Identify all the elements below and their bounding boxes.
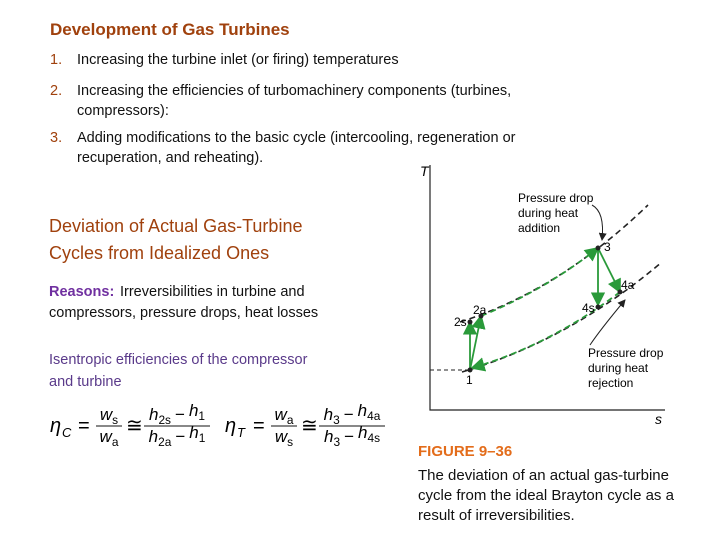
- symbol: −: [175, 405, 185, 424]
- point-label: 2a: [473, 303, 487, 317]
- subscript: s: [112, 413, 118, 427]
- symbol: −: [344, 405, 354, 424]
- list-text: Adding modifications to the basic cycle …: [77, 130, 516, 146]
- formula-eq: =: [253, 415, 265, 437]
- section-title: Cycles from Idealized Ones: [49, 243, 270, 263]
- formula-part: h2s − h1: [149, 401, 205, 427]
- symbol: w: [100, 405, 114, 424]
- figure-label: during heat: [588, 361, 649, 375]
- formula-approx: ≅: [301, 415, 318, 437]
- subscript: 2a: [158, 435, 172, 449]
- list-number: 1.: [50, 52, 63, 68]
- point-label: 2s: [454, 315, 467, 329]
- formula-part: h3− h4a: [324, 401, 381, 427]
- figure-label: rejection: [588, 376, 633, 390]
- formula-sub: C: [62, 425, 72, 440]
- list-number: 2.: [50, 83, 63, 99]
- point-label: 3: [604, 240, 611, 254]
- caption-title: FIGURE 9–36: [418, 443, 513, 460]
- caption-line: The deviation of an actual gas-turbine: [418, 467, 669, 484]
- subscript: 2s: [158, 413, 171, 427]
- symbol: h: [358, 423, 367, 442]
- caption-line: cycle from the ideal Brayton cycle as a: [418, 487, 674, 504]
- reasons-text: compressors, pressure drops, heat losses: [49, 305, 319, 321]
- symbol: h: [324, 405, 333, 424]
- pressure-line-high: [459, 204, 649, 323]
- formula-lhs: η: [225, 415, 236, 437]
- pointer: [591, 204, 607, 241]
- formula-eq: =: [78, 415, 90, 437]
- reasons-text: Irreversibilities in turbine and: [120, 284, 305, 300]
- symbol: h: [189, 423, 198, 442]
- list-text: compressors):: [77, 103, 169, 119]
- formula-part: ws: [100, 405, 118, 427]
- subscript: 1: [199, 431, 206, 445]
- list-text: Increasing the turbine inlet (or firing)…: [77, 52, 399, 68]
- formula-sub: T: [237, 425, 246, 440]
- caption-line: result of irreversibilities.: [418, 507, 575, 524]
- symbol: h: [189, 401, 198, 420]
- subscript: s: [287, 435, 293, 449]
- symbol: w: [275, 427, 289, 446]
- symbol: h: [149, 405, 158, 424]
- axis-label: s: [655, 411, 662, 427]
- symbol: −: [344, 427, 354, 446]
- figure-label: addition: [518, 221, 560, 235]
- point-label: 1: [466, 373, 473, 387]
- symbol: −: [175, 427, 185, 446]
- subscript: a: [112, 435, 119, 449]
- symbol: h: [149, 427, 158, 446]
- axes: [429, 165, 665, 411]
- point-label: 4s: [582, 301, 595, 315]
- symbol: w: [100, 427, 114, 446]
- figure-label: Pressure drop: [518, 191, 594, 205]
- subscript: 4s: [367, 431, 380, 445]
- formula-part: h2a − h1: [149, 423, 206, 449]
- list-number: 3.: [50, 130, 63, 146]
- isentropic-text: and turbine: [49, 374, 122, 390]
- points: [467, 245, 623, 373]
- slide-title: Development of Gas Turbines: [50, 20, 290, 39]
- subscript: a: [287, 413, 294, 427]
- formula-approx: ≅: [126, 415, 143, 437]
- formula-part: ws: [275, 427, 293, 449]
- cycle: [462, 246, 621, 372]
- figure-label: Pressure drop: [588, 346, 664, 360]
- point-label: 4a: [621, 278, 635, 292]
- formula-part: wa: [100, 427, 119, 449]
- isentropic-text: Isentropic efficiencies of the compresso…: [49, 352, 308, 368]
- reasons-label: Reasons:: [49, 284, 115, 300]
- pointer: [589, 299, 626, 346]
- figure-label: during heat: [518, 206, 579, 220]
- symbol: h: [324, 427, 333, 446]
- symbol: h: [358, 401, 367, 420]
- subscript: 4a: [367, 409, 381, 423]
- subscript: 3: [333, 435, 340, 449]
- symbol: w: [275, 405, 289, 424]
- formula-lhs: η: [50, 415, 61, 437]
- subscript: 1: [198, 409, 205, 423]
- section-title: Deviation of Actual Gas-Turbine: [49, 216, 303, 236]
- formula-part: wa: [275, 405, 294, 427]
- subscript: 3: [333, 413, 340, 427]
- axis-label: T: [420, 163, 430, 179]
- formula-part: h3− h4s: [324, 423, 380, 449]
- list-text: recuperation, and reheating).: [77, 150, 264, 166]
- list-text: Increasing the efficiencies of turbomach…: [77, 83, 512, 99]
